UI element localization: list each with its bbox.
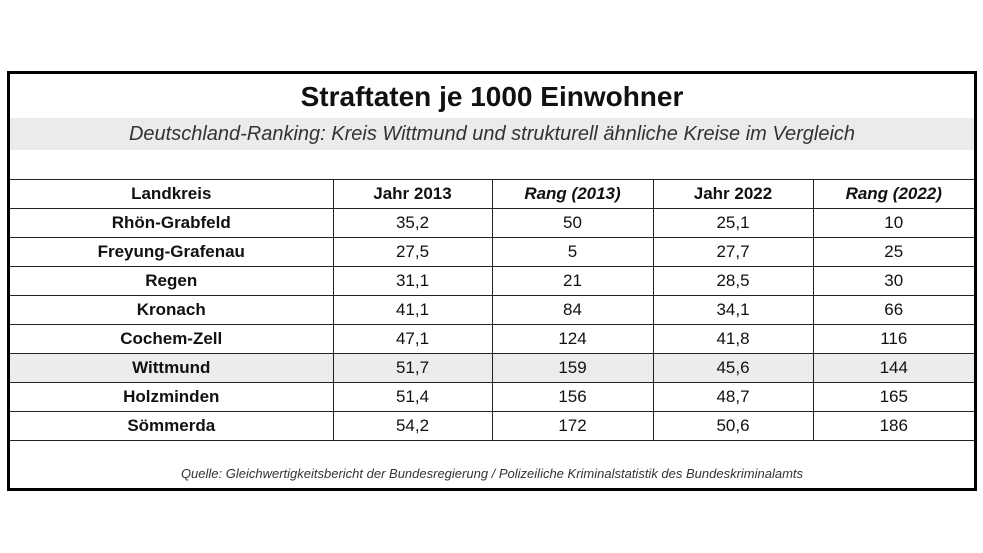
cell-landkreis: Wittmund [10,353,333,383]
header-rang-2013: Rang (2013) [491,179,653,209]
cell-rang-2013: 159 [491,353,653,383]
cell-landkreis: Freyung-Grafenau [10,237,333,267]
cell-jahr-2013: 35,2 [332,208,492,238]
subtitle-band [10,118,974,150]
cell-landkreis: Kronach [10,295,333,325]
cell-rang-2013: 172 [491,411,653,441]
cell-jahr-2013: 27,5 [332,237,492,267]
cell-rang-2022: 116 [812,324,974,354]
cell-landkreis: Rhön-Grabfeld [10,208,333,238]
cell-jahr-2022: 50,6 [652,411,813,441]
cell-rang-2013: 21 [491,266,653,296]
cell-jahr-2022: 28,5 [652,266,813,296]
cell-jahr-2013: 54,2 [332,411,492,441]
cell-rang-2013: 124 [491,324,653,354]
cell-rang-2013: 5 [491,237,653,267]
cell-jahr-2013: 41,1 [332,295,492,325]
cell-jahr-2013: 31,1 [332,266,492,296]
data-table: Landkreis Jahr 2013 Rang (2013) Jahr 202… [10,179,974,441]
cell-rang-2022: 165 [812,382,974,412]
header-landkreis: Landkreis [10,179,333,209]
header-rang-2022: Rang (2022) [812,179,974,209]
table-row: Freyung-Grafenau 27,5 5 27,7 25 [10,237,974,267]
cell-jahr-2013: 47,1 [332,324,492,354]
cell-rang-2022: 186 [812,411,974,441]
cell-jahr-2013: 51,7 [332,353,492,383]
cell-jahr-2022: 27,7 [652,237,813,267]
table-row: Rhön-Grabfeld 35,2 50 25,1 10 [10,208,974,238]
cell-jahr-2022: 45,6 [652,353,813,383]
header-jahr-2013: Jahr 2013 [332,179,492,209]
cell-rang-2022: 30 [812,266,974,296]
page-title: Straftaten je 1000 Einwohner [300,81,684,112]
cell-landkreis: Regen [10,266,333,296]
cell-rang-2022: 10 [812,208,974,238]
table-row: Sömmerda 54,2 172 50,6 186 [10,411,974,441]
cell-jahr-2022: 48,7 [652,382,813,412]
header-jahr-2022: Jahr 2022 [652,179,813,209]
table-row: Holzminden 51,4 156 48,7 165 [10,382,974,412]
subtitle: Deutschland-Ranking: Kreis Wittmund und … [128,123,856,145]
cell-rang-2013: 156 [491,382,653,412]
table-row: Cochem-Zell 47,1 124 41,8 116 [10,324,974,354]
cell-landkreis: Sömmerda [10,411,333,441]
cell-landkreis: Holzminden [10,382,333,412]
table-row: Regen 31,1 21 28,5 30 [10,266,974,296]
cell-jahr-2022: 25,1 [652,208,813,238]
cell-rang-2022: 144 [812,353,974,383]
cell-rang-2013: 50 [491,208,653,238]
cell-jahr-2013: 51,4 [332,382,492,412]
table-row-highlighted: Wittmund 51,7 159 45,6 144 [10,353,974,383]
cell-rang-2013: 84 [491,295,653,325]
table-row: Kronach 41,1 84 34,1 66 [10,295,974,325]
table-header-row: Landkreis Jahr 2013 Rang (2013) Jahr 202… [10,179,974,209]
table-frame: Straftaten je 1000 Einwohner Deutschland… [7,71,977,491]
source-note: Quelle: Gleichwertigkeitsbericht der Bun… [180,466,804,481]
cell-jahr-2022: 41,8 [652,324,813,354]
cell-landkreis: Cochem-Zell [10,324,333,354]
cell-jahr-2022: 34,1 [652,295,813,325]
cell-rang-2022: 25 [812,237,974,267]
cell-rang-2022: 66 [812,295,974,325]
